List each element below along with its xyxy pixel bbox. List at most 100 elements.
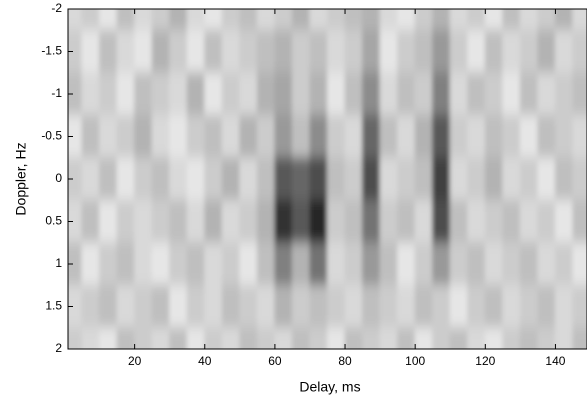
x-axis-label: Delay, ms xyxy=(299,379,360,395)
heatmap-cell xyxy=(239,157,258,201)
heatmap-cell xyxy=(99,29,118,74)
heatmap-cell xyxy=(467,114,486,159)
heatmap-cell xyxy=(432,114,451,159)
heatmap-cell xyxy=(519,284,539,329)
heatmap-cell xyxy=(449,157,469,201)
heatmap-cell xyxy=(467,242,486,286)
heatmap-cell xyxy=(519,29,539,74)
heatmap-cell xyxy=(379,72,399,116)
heatmap-cell xyxy=(309,199,328,244)
heatmap-cell xyxy=(116,242,136,286)
heatmap-cell xyxy=(134,284,153,329)
heatmap-cell xyxy=(554,284,574,329)
heatmap-cell xyxy=(134,327,153,349)
heatmap-cell xyxy=(274,114,293,159)
heatmap-cell xyxy=(221,72,241,116)
heatmap-cell xyxy=(537,199,556,244)
heatmap-cell xyxy=(362,72,381,116)
heatmap-cell xyxy=(309,327,328,349)
heatmap-cell xyxy=(554,157,574,201)
heatmap-cell xyxy=(467,199,486,244)
heatmap-cell xyxy=(204,199,223,244)
heatmap-cell xyxy=(484,199,504,244)
x-tick-label: 100 xyxy=(405,354,425,368)
heatmap-cell xyxy=(151,72,171,116)
heatmap-cell xyxy=(239,199,258,244)
heatmap-cell xyxy=(169,9,188,31)
heatmap-cell xyxy=(397,9,416,31)
heatmap-cell xyxy=(362,9,381,31)
heatmap-cell xyxy=(414,327,434,349)
heatmap-cell xyxy=(537,9,556,31)
heatmap-cell xyxy=(572,199,587,244)
heatmap-cell xyxy=(379,284,399,329)
heatmap-cell xyxy=(537,327,556,349)
heatmap-cell xyxy=(572,9,587,31)
heatmap-cell xyxy=(519,114,539,159)
heatmap-cell xyxy=(519,157,539,201)
heatmap-cell xyxy=(81,114,101,159)
heatmap-cell xyxy=(484,72,504,116)
heatmap-cell xyxy=(169,284,188,329)
heatmap-cell xyxy=(68,242,83,286)
heatmap-cell xyxy=(256,157,276,201)
heatmap-cell xyxy=(309,284,328,329)
heatmap-cell xyxy=(572,114,587,159)
heatmap-cell xyxy=(467,9,486,31)
heatmap-cell xyxy=(151,9,171,31)
heatmap-cell xyxy=(327,242,346,286)
heatmap-cell xyxy=(239,9,258,31)
heatmap-cell xyxy=(204,284,223,329)
heatmap-cell xyxy=(134,242,153,286)
heatmap-cell xyxy=(186,242,206,286)
heatmap-cell xyxy=(502,72,521,116)
heatmap-cell xyxy=(502,157,521,201)
heatmap-cell xyxy=(449,242,469,286)
heatmap-cell xyxy=(204,29,223,74)
heatmap-cell xyxy=(572,29,587,74)
heatmap-cell xyxy=(502,29,521,74)
heatmap-cell xyxy=(81,157,101,201)
heatmap-cell xyxy=(362,284,381,329)
heatmap-cell xyxy=(186,327,206,349)
heatmap-cell xyxy=(362,327,381,349)
heatmap-cell xyxy=(362,242,381,286)
heatmap-cell xyxy=(116,327,136,349)
heatmap-cell xyxy=(239,29,258,74)
heatmap-cell xyxy=(502,199,521,244)
heatmap-cell xyxy=(432,327,451,349)
heatmap-cell xyxy=(344,9,364,31)
heatmap-cell xyxy=(169,199,188,244)
heatmap-cell xyxy=(327,199,346,244)
heatmap-cell xyxy=(397,284,416,329)
heatmap-cell xyxy=(151,242,171,286)
heatmap-cell xyxy=(327,157,346,201)
heatmap-cell xyxy=(221,29,241,74)
heatmap-cell xyxy=(362,157,381,201)
heatmap-cell xyxy=(221,114,241,159)
heatmap-cell xyxy=(537,284,556,329)
x-tick-label: 60 xyxy=(268,354,282,368)
heatmap-cell xyxy=(309,157,328,201)
heatmap-cell xyxy=(291,114,311,159)
heatmap-cell xyxy=(151,327,171,349)
heatmap-cell xyxy=(397,242,416,286)
heatmap-cell xyxy=(537,72,556,116)
heatmap-cell xyxy=(362,29,381,74)
heatmap-cell xyxy=(344,199,364,244)
y-tick-label: 1 xyxy=(55,256,62,270)
heatmap-cell xyxy=(572,327,587,349)
heatmap-cell xyxy=(81,9,101,31)
heatmap-cell xyxy=(379,9,399,31)
heatmap-cells xyxy=(68,9,587,349)
heatmap-cell xyxy=(134,29,153,74)
heatmap-cell xyxy=(186,29,206,74)
heatmap-cell xyxy=(204,114,223,159)
heatmap-cell xyxy=(502,284,521,329)
heatmap-cell xyxy=(572,242,587,286)
heatmap-cell xyxy=(467,29,486,74)
heatmap-cell xyxy=(502,242,521,286)
heatmap-cell xyxy=(362,114,381,159)
x-tick-label: 140 xyxy=(545,354,565,368)
